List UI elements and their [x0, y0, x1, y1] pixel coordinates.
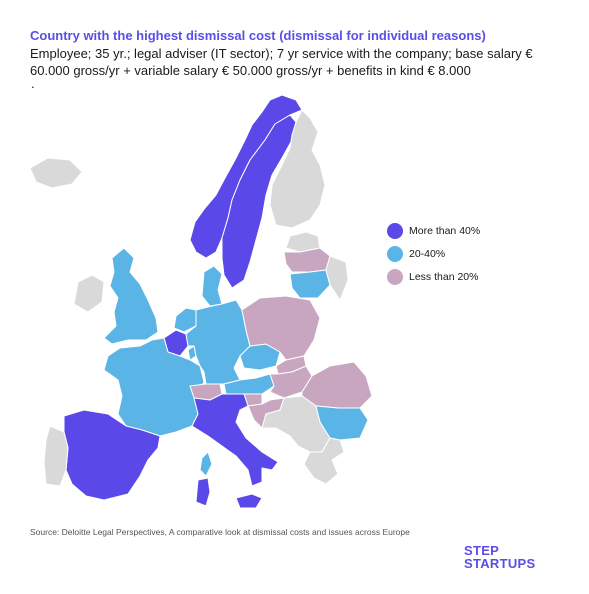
region-italy	[191, 393, 279, 487]
region-bulgaria	[315, 405, 369, 441]
region-sweden	[221, 114, 297, 289]
trailing-mark: .	[31, 76, 35, 91]
legend-swatch	[387, 222, 403, 239]
region-belarus-ukraine	[325, 255, 349, 301]
logo-line-2: STARTUPS	[464, 556, 536, 571]
legend-item: More than 40%	[387, 222, 480, 239]
brand-logo: STEP STARTUPS	[464, 544, 536, 570]
legend-label: More than 40%	[409, 224, 481, 237]
region-lithuania	[289, 269, 331, 299]
source-note: Source: Deloitte Legal Perspectives, A c…	[30, 527, 410, 537]
region-latvia	[283, 247, 331, 273]
legend-item: 20-40%	[387, 245, 480, 262]
region-greece	[303, 437, 345, 485]
region-corsica	[199, 451, 213, 477]
region-denmark	[201, 265, 223, 307]
logo-line-1: STEP	[464, 543, 500, 558]
legend-label: 20-40%	[409, 247, 446, 260]
legend-swatch	[387, 268, 403, 285]
region-romania	[301, 361, 373, 409]
region-sardinia	[195, 477, 211, 507]
map-subtitle: Employee; 35 yr.; legal adviser (IT sect…	[30, 46, 533, 78]
region-iceland	[29, 157, 83, 189]
region-uk	[103, 247, 159, 345]
region-sicily	[235, 493, 263, 509]
legend-item: Less than 20%	[387, 268, 480, 285]
map-title: Country with the highest dismissal cost …	[30, 28, 486, 43]
legend-swatch	[387, 245, 403, 262]
legend-label: Less than 20%	[409, 270, 479, 283]
region-finland	[269, 109, 326, 229]
map-legend: More than 40% 20-40% Less than 20%	[387, 222, 480, 291]
region-portugal	[43, 425, 69, 487]
region-ireland	[73, 274, 105, 313]
